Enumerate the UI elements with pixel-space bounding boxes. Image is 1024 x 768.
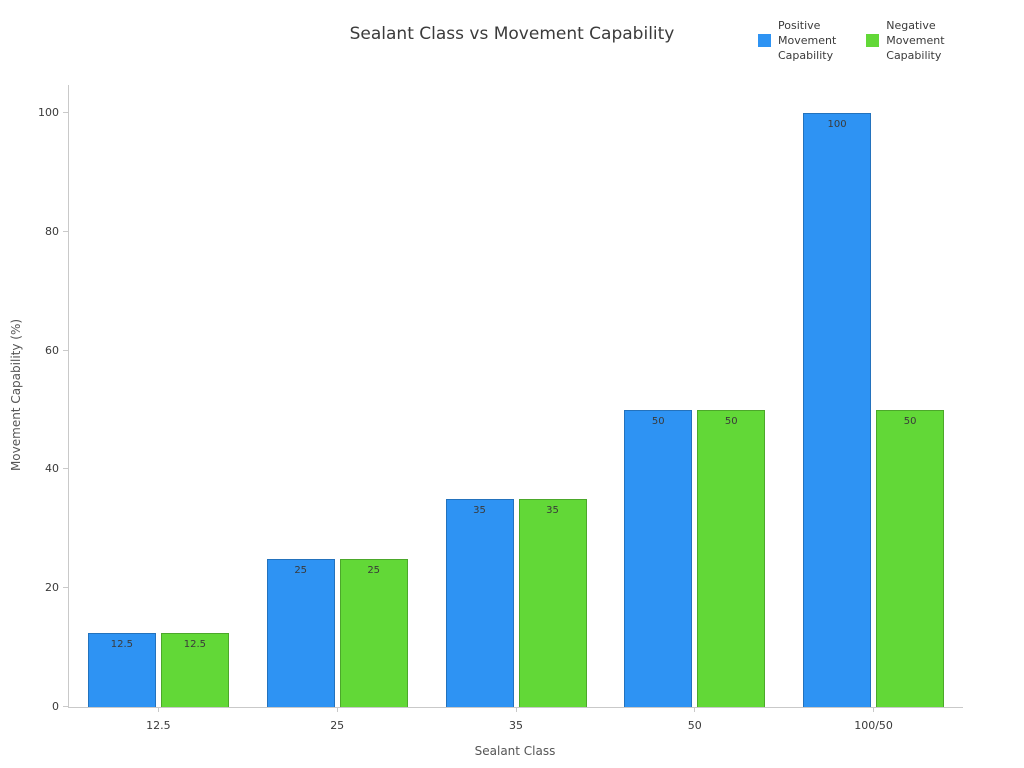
x-tick-mark [515,707,517,712]
x-tick-mark [873,707,875,712]
x-tick-label-35: 35 [509,719,523,732]
plot-area: 0 20 40 60 80 100 12.5 12.5 12.5 25 25 25 35 35 35 50 50… [38,85,963,732]
chart-title: Sealant Class vs Movement Capability [349,24,675,44]
bar-value-label: 50 [903,416,917,427]
x-tick-mark [694,707,696,712]
x-tick-mark [157,707,159,712]
y-tick-mark [63,706,69,707]
y-tick-label: 0 [52,700,59,713]
x-tick-label-50: 50 [687,719,702,732]
bar-value-label: 35 [473,505,486,517]
bar-value-label: 100 [827,119,847,130]
bar-positive-12.5: 12.5 [87,632,156,707]
legend-label-positive: Positive Movement Capability [778,19,837,62]
y-tick-mark [63,112,69,113]
y-axis-title: Movement Capability (%) [9,318,23,472]
bar-positive-35: 35 [445,499,514,707]
y-tick-label: 100 [38,106,59,119]
y-tick-label: 40 [45,462,59,476]
bar-value-label: 25 [367,564,381,576]
bar-value-label: 50 [651,416,665,427]
legend-item-positive: Positive Movement Capability [758,18,836,63]
x-tick-label-100/50: 100/50 [854,719,893,732]
legend-label-negative: Negative Movement Capability [886,19,945,62]
x-axis-title: Sealant Class [474,744,556,758]
bar-positive-25: 25 [266,558,335,707]
legend: Positive Movement Capability Negative Moveme… [758,18,945,63]
bar-value-label: 50 [724,416,738,427]
bar-value-label: 25 [294,564,308,576]
bar-negative-35: 35 [518,499,587,707]
y-tick-label: 60 [45,343,59,357]
bar-value-label: 12.5 [110,638,134,650]
x-tick-mark [336,707,338,712]
legend-swatch-positive [758,34,771,47]
legend-swatch-negative [866,34,880,47]
bar-positive-100/50: 100 [803,113,872,707]
bar-positive-50: 50 [624,410,693,707]
y-tick-label: 20 [45,581,59,595]
y-tick-mark [63,468,69,470]
bar-negative-12.5: 12.5 [160,632,229,707]
bar-value-label: 35 [546,505,559,517]
y-tick-mark [63,349,69,351]
x-tick-label-12.5: 12.5 [146,719,171,732]
legend-item-negative: Negative Movement Capability [866,18,945,63]
bar-negative-25: 25 [339,558,408,707]
bar-value-label: 12.5 [183,638,207,650]
y-tick-label: 80 [45,224,59,238]
y-tick-mark [63,230,69,232]
bar-negative-100/50: 50 [876,410,945,707]
bar-negative-50: 50 [697,410,766,707]
y-tick-mark [63,587,69,589]
x-tick-label-25: 25 [330,719,345,732]
